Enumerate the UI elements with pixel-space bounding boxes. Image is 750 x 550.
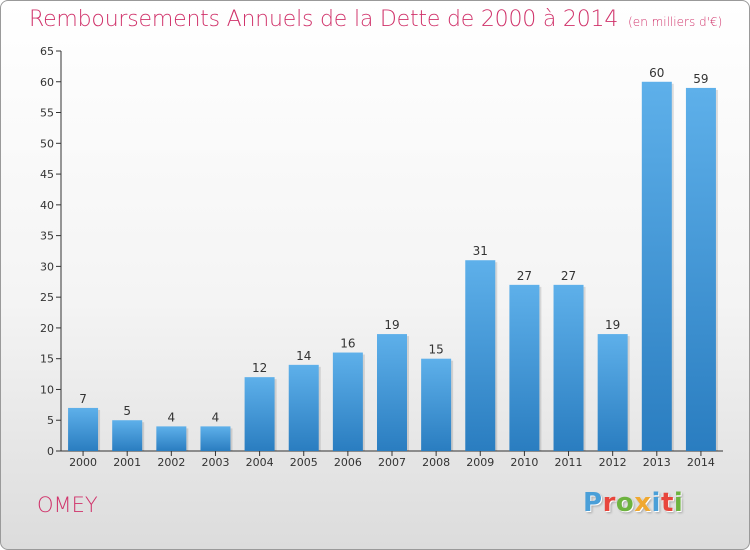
y-tick-label: 15 (40, 353, 54, 366)
bar (465, 260, 496, 451)
x-tick-label: 2010 (510, 456, 538, 469)
x-tick-label: 2011 (555, 456, 583, 469)
bar-value-label: 27 (561, 269, 576, 283)
x-tick-label: 2001 (113, 456, 141, 469)
logo-letter: x (634, 488, 652, 518)
bar (332, 352, 363, 451)
y-tick-label: 35 (40, 230, 54, 243)
bar-value-label: 14 (296, 349, 311, 363)
chart-title-text: Remboursements Annuels de la Dette de 20… (29, 7, 619, 32)
y-tick-label: 30 (40, 260, 54, 273)
bar (112, 420, 143, 451)
logo-letter: i (651, 488, 661, 518)
y-tick-label: 20 (40, 322, 54, 335)
bar-value-label: 16 (340, 337, 355, 351)
bar-value-label: 15 (428, 343, 443, 357)
bar-value-label: 5 (123, 404, 131, 418)
bar (377, 334, 407, 451)
bar-value-label: 19 (605, 318, 620, 332)
bar-value-label: 12 (252, 361, 267, 375)
x-tick-label: 2004 (246, 456, 274, 469)
logo-letter: P (583, 488, 603, 518)
logo-letter: r (602, 488, 616, 518)
x-tick-label: 2012 (599, 456, 627, 469)
bar (685, 87, 716, 451)
bar (597, 334, 628, 451)
logo-letter: t (660, 488, 674, 518)
commune-name: OMEY (37, 493, 98, 517)
bar-value-label: 27 (517, 269, 532, 283)
y-tick-label: 55 (40, 107, 54, 120)
bar (156, 426, 187, 451)
y-tick-label: 25 (40, 291, 54, 304)
y-tick-label: 10 (40, 383, 54, 396)
proxiti-logo: Proxiti (583, 488, 683, 518)
logo-letter: i (673, 488, 684, 518)
x-tick-label: 2006 (334, 456, 362, 469)
bar (553, 284, 584, 451)
bar (200, 426, 231, 451)
bar-value-label: 60 (649, 66, 664, 80)
bar-value-label: 7 (79, 392, 87, 406)
y-tick-label: 5 (47, 414, 54, 427)
x-tick-label: 2013 (643, 456, 671, 469)
x-tick-label: 2014 (687, 456, 715, 469)
x-tick-label: 2007 (378, 456, 406, 469)
y-tick-label: 65 (40, 45, 54, 58)
chart-title: Remboursements Annuels de la Dette de 20… (29, 7, 722, 32)
bar-value-label: 31 (473, 244, 488, 258)
y-tick-label: 40 (40, 199, 54, 212)
y-tick-label: 50 (40, 137, 54, 150)
bar (68, 407, 99, 451)
bar (244, 377, 275, 451)
bar-value-label: 19 (384, 318, 399, 332)
bar (641, 81, 672, 452)
bar (509, 284, 540, 451)
bar-value-label: 4 (168, 410, 176, 424)
x-tick-label: 2000 (69, 456, 97, 469)
bar (421, 358, 452, 451)
x-tick-label: 2008 (422, 456, 450, 469)
x-tick-label: 2005 (290, 456, 318, 469)
logo-letter: o (615, 488, 635, 518)
y-tick-label: 60 (40, 76, 54, 89)
chart-unit-note: (en milliers d'€) (628, 15, 723, 29)
x-tick-label: 2002 (157, 456, 185, 469)
y-tick-label: 45 (40, 168, 54, 181)
bar-value-label: 59 (693, 72, 708, 86)
y-tick-label: 0 (47, 445, 54, 458)
x-tick-label: 2009 (466, 456, 494, 469)
bar-value-label: 4 (212, 410, 220, 424)
bar (288, 364, 319, 451)
x-tick-label: 2003 (201, 456, 229, 469)
